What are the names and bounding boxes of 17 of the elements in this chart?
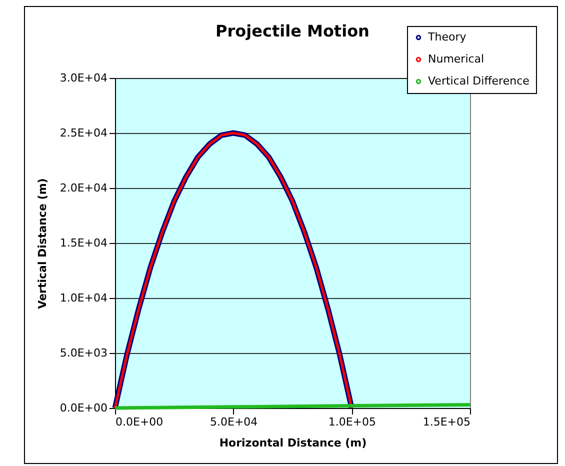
x-tick-label: 5.0E+04 xyxy=(210,416,258,428)
y-tick-label: 1.0E+04 xyxy=(60,292,108,304)
y-tick-label: 2.0E+04 xyxy=(60,182,108,194)
legend-label: Vertical Difference xyxy=(428,74,530,88)
x-tick-label: 1.5E+05 xyxy=(422,416,470,428)
y-tick-label: 5.0E+03 xyxy=(60,346,108,360)
x-tick-label: 0.0E+00 xyxy=(116,416,164,428)
legend-label: Numerical xyxy=(428,52,484,66)
y-axis-title: Vertical Distance (m) xyxy=(36,178,49,309)
chart-title: Projectile Motion xyxy=(216,22,370,40)
legend-label: Theory xyxy=(427,30,467,44)
x-tick-label: 1.0E+05 xyxy=(328,416,376,428)
y-tick-label: 2.5E+04 xyxy=(60,126,108,140)
x-axis-title: Horizontal Distance (m) xyxy=(219,436,367,450)
y-tick-label: 1.5E+04 xyxy=(60,236,108,250)
y-tick-label: 3.0E+04 xyxy=(60,72,108,84)
y-tick-label: 0.0E+00 xyxy=(60,402,108,414)
